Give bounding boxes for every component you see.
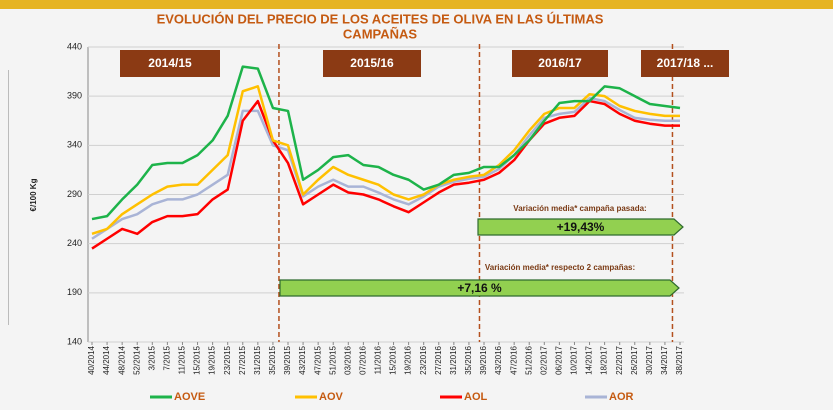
x-tick-label: 10/2017 [570,345,579,374]
campaign-box [323,50,421,77]
x-tick-label: 43/2015 [298,345,307,374]
campaign-label: 2015/16 [350,56,394,70]
x-tick-label: 52/2014 [132,345,141,374]
x-tick-label: 27/2016 [434,345,443,374]
chart-title: CAMPAÑAS [343,26,417,41]
x-tick-label: 40/2014 [87,345,96,374]
x-tick-label: 02/2017 [539,345,548,374]
chart-title: EVOLUCIÓN DEL PRECIO DE LOS ACEITES DE O… [157,11,604,26]
y-tick-label: 190 [67,287,82,297]
top-strip [0,0,833,9]
x-tick-label: 47/2015 [313,345,322,374]
legend-label: AOR [609,391,634,403]
campaign-box [512,50,608,77]
x-tick-label: 35/2015 [268,345,277,374]
campaign-label: 2014/15 [148,56,192,70]
legend-label: AOL [464,391,488,403]
y-tick-label: 240 [67,238,82,248]
x-tick-label: 03/2016 [343,345,352,374]
x-tick-label: 11/2015 [178,345,187,374]
y-tick-label: 390 [67,91,82,101]
x-tick-label: 3/2015 [147,345,156,370]
x-tick-label: 27/2015 [238,345,247,374]
x-tick-label: 43/2016 [494,345,503,374]
annotation-label: Variación media* respecto 2 campañas: [485,263,635,272]
y-tick-label: 140 [67,336,82,346]
legend-label: AOVE [174,391,205,403]
side-edge [8,70,9,325]
annotation-label: Variación media* campaña pasada: [513,204,646,213]
x-tick-label: 39/2016 [479,345,488,374]
campaign-label: 2017/18 ... [657,56,714,70]
x-tick-label: 23/2015 [223,345,232,374]
x-tick-label: 19/2016 [404,345,413,374]
x-tick-label: 22/2017 [615,345,624,374]
x-tick-label: 15/2015 [193,345,202,374]
series-line [91,65,681,221]
x-tick-label: 14/2017 [585,345,594,374]
annotation-arrow [477,218,684,236]
x-tick-label: 44/2014 [102,345,111,374]
x-tick-label: 35/2016 [464,345,473,374]
annotation-value: +7,16 % [457,281,502,295]
campaign-box [120,50,220,77]
legend-label: AOV [319,391,344,403]
x-tick-label: 48/2014 [117,345,126,374]
campaign-box [641,50,729,77]
y-tick-label: 440 [67,41,82,51]
x-tick-label: 39/2015 [283,345,292,374]
y-tick-label: 290 [67,189,82,199]
x-tick-label: 06/2017 [554,345,563,374]
y-axis-label: €/100 Kg [29,178,38,211]
series-line [91,99,680,250]
x-tick-label: 38/2017 [675,345,684,374]
annotation-value: +19,43% [557,220,605,234]
x-tick-label: 26/2017 [630,345,639,374]
annotation-arrow [279,279,680,297]
x-tick-label: 18/2017 [600,345,609,374]
x-tick-label: 51/2015 [328,345,337,374]
x-tick-label: 23/2016 [419,345,428,374]
x-tick-label: 31/2016 [449,345,458,374]
y-tick-label: 340 [67,140,82,150]
x-tick-label: 30/2017 [645,345,654,374]
x-tick-label: 15/2016 [389,345,398,374]
x-tick-label: 34/2017 [660,345,669,374]
x-tick-label: 19/2015 [208,345,217,374]
x-tick-label: 07/2016 [358,345,367,374]
series-line [91,96,680,240]
x-tick-label: 11/2016 [374,345,383,374]
x-tick-label: 31/2015 [253,345,262,374]
x-tick-label: 47/2016 [509,345,518,374]
x-tick-label: 51/2016 [524,345,533,374]
campaign-label: 2016/17 [538,56,582,70]
x-tick-label: 7/2015 [162,345,171,370]
